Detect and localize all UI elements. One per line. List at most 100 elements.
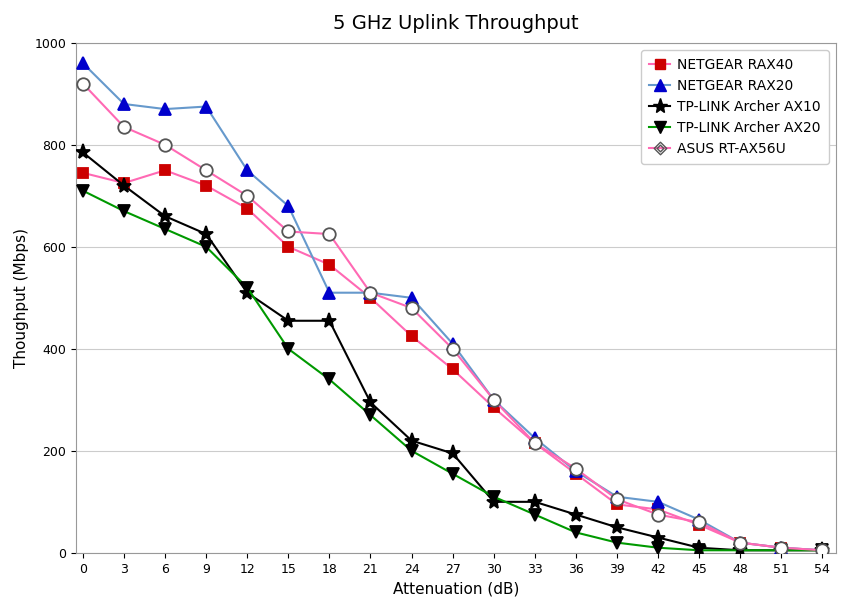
- ASUS RT-AX56U: [201, 167, 212, 174]
- TP-LINK Archer AX20: [612, 539, 622, 547]
- NETGEAR RAX40: [489, 404, 499, 411]
- NETGEAR RAX20: [653, 498, 663, 506]
- NETGEAR RAX20: [694, 516, 705, 523]
- NETGEAR RAX40: [160, 167, 170, 174]
- ASUS RT-AX56U: [366, 289, 376, 296]
- NETGEAR RAX20: [818, 547, 828, 554]
- NETGEAR RAX20: [242, 167, 252, 174]
- NETGEAR RAX40: [119, 179, 129, 187]
- ASUS RT-AX56U: [448, 345, 458, 353]
- Line: TP-LINK Archer AX10: TP-LINK Archer AX10: [76, 145, 830, 558]
- NETGEAR RAX20: [201, 103, 212, 110]
- Title: 5 GHz Uplink Throughput: 5 GHz Uplink Throughput: [333, 14, 579, 33]
- TP-LINK Archer AX10: [448, 450, 458, 457]
- TP-LINK Archer AX10: [325, 317, 335, 325]
- NETGEAR RAX40: [818, 547, 828, 554]
- TP-LINK Archer AX20: [119, 207, 129, 215]
- Line: NETGEAR RAX40: NETGEAR RAX40: [78, 165, 827, 555]
- TP-LINK Archer AX10: [78, 149, 88, 156]
- TP-LINK Archer AX10: [776, 547, 786, 554]
- ASUS RT-AX56U: [571, 465, 581, 472]
- NETGEAR RAX20: [160, 106, 170, 113]
- TP-LINK Archer AX20: [242, 284, 252, 291]
- NETGEAR RAX20: [489, 396, 499, 403]
- TP-LINK Archer AX20: [571, 529, 581, 536]
- ASUS RT-AX56U: [653, 511, 663, 518]
- ASUS RT-AX56U: [776, 544, 786, 551]
- ASUS RT-AX56U: [242, 192, 252, 199]
- ASUS RT-AX56U: [283, 228, 293, 235]
- NETGEAR RAX40: [694, 521, 705, 528]
- ASUS RT-AX56U: [694, 518, 705, 526]
- Line: TP-LINK Archer AX20: TP-LINK Archer AX20: [76, 184, 829, 556]
- ASUS RT-AX56U: [325, 231, 335, 238]
- ASUS RT-AX56U: [735, 539, 745, 547]
- TP-LINK Archer AX20: [653, 544, 663, 551]
- TP-LINK Archer AX20: [694, 547, 705, 554]
- TP-LINK Archer AX10: [489, 498, 499, 506]
- NETGEAR RAX20: [735, 539, 745, 547]
- TP-LINK Archer AX10: [201, 231, 212, 238]
- NETGEAR RAX40: [201, 182, 212, 189]
- Line: ASUS RT-AX56U: ASUS RT-AX56U: [76, 77, 829, 556]
- NETGEAR RAX20: [448, 340, 458, 347]
- NETGEAR RAX40: [776, 544, 786, 551]
- NETGEAR RAX40: [366, 294, 376, 301]
- NETGEAR RAX20: [283, 203, 293, 210]
- NETGEAR RAX20: [612, 493, 622, 500]
- TP-LINK Archer AX20: [201, 243, 212, 251]
- ASUS RT-AX56U: [160, 141, 170, 148]
- ASUS RT-AX56U: [530, 440, 540, 447]
- NETGEAR RAX20: [406, 294, 416, 301]
- TP-LINK Archer AX10: [818, 547, 828, 554]
- TP-LINK Archer AX10: [366, 399, 376, 406]
- NETGEAR RAX20: [530, 434, 540, 442]
- ASUS RT-AX56U: [119, 123, 129, 131]
- NETGEAR RAX40: [530, 440, 540, 447]
- TP-LINK Archer AX20: [818, 547, 828, 554]
- TP-LINK Archer AX20: [366, 412, 376, 419]
- TP-LINK Archer AX10: [653, 534, 663, 541]
- TP-LINK Archer AX20: [160, 225, 170, 232]
- NETGEAR RAX40: [653, 506, 663, 513]
- TP-LINK Archer AX20: [776, 547, 786, 554]
- TP-LINK Archer AX20: [325, 376, 335, 383]
- ASUS RT-AX56U: [489, 396, 499, 403]
- TP-LINK Archer AX10: [119, 182, 129, 189]
- TP-LINK Archer AX10: [160, 212, 170, 220]
- Line: NETGEAR RAX20: NETGEAR RAX20: [76, 57, 829, 556]
- TP-LINK Archer AX10: [242, 289, 252, 296]
- NETGEAR RAX20: [325, 289, 335, 296]
- NETGEAR RAX40: [78, 169, 88, 176]
- TP-LINK Archer AX10: [612, 523, 622, 531]
- TP-LINK Archer AX10: [406, 437, 416, 444]
- Y-axis label: Thoughput (Mbps): Thoughput (Mbps): [14, 228, 29, 368]
- TP-LINK Archer AX20: [735, 547, 745, 554]
- TP-LINK Archer AX20: [448, 470, 458, 478]
- NETGEAR RAX20: [366, 289, 376, 296]
- NETGEAR RAX40: [735, 539, 745, 547]
- TP-LINK Archer AX20: [78, 187, 88, 195]
- NETGEAR RAX40: [406, 332, 416, 340]
- TP-LINK Archer AX10: [530, 498, 540, 506]
- ASUS RT-AX56U: [78, 80, 88, 87]
- ASUS RT-AX56U: [406, 304, 416, 312]
- NETGEAR RAX20: [78, 60, 88, 67]
- TP-LINK Archer AX10: [571, 511, 581, 518]
- TP-LINK Archer AX10: [694, 544, 705, 551]
- NETGEAR RAX40: [571, 470, 581, 478]
- ASUS RT-AX56U: [818, 547, 828, 554]
- X-axis label: Attenuation (dB): Attenuation (dB): [393, 581, 519, 596]
- NETGEAR RAX20: [571, 467, 581, 475]
- TP-LINK Archer AX20: [406, 447, 416, 454]
- TP-LINK Archer AX10: [735, 547, 745, 554]
- NETGEAR RAX20: [119, 100, 129, 107]
- ASUS RT-AX56U: [612, 495, 622, 503]
- NETGEAR RAX20: [776, 544, 786, 551]
- NETGEAR RAX40: [242, 205, 252, 212]
- TP-LINK Archer AX20: [489, 493, 499, 500]
- TP-LINK Archer AX10: [283, 317, 293, 325]
- NETGEAR RAX40: [612, 501, 622, 508]
- NETGEAR RAX40: [448, 365, 458, 373]
- Legend: NETGEAR RAX40, NETGEAR RAX20, TP-LINK Archer AX10, TP-LINK Archer AX20, ASUS RT-: NETGEAR RAX40, NETGEAR RAX20, TP-LINK Ar…: [641, 50, 829, 164]
